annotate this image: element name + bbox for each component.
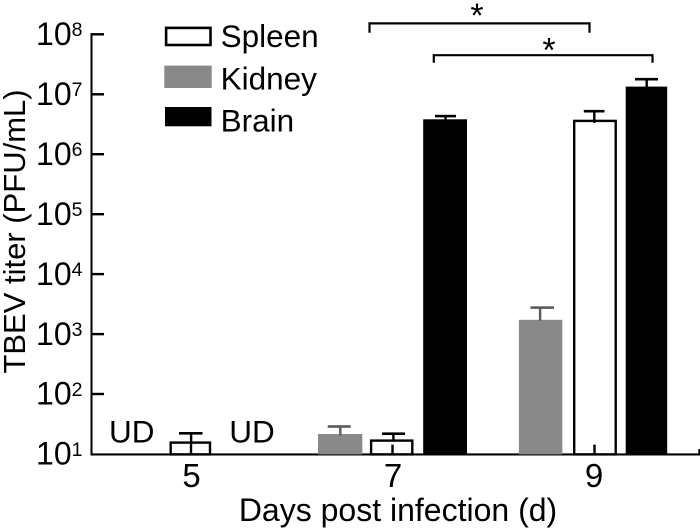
svg-text:9: 9 xyxy=(585,457,603,494)
svg-text:101: 101 xyxy=(36,436,82,472)
svg-text:UD: UD xyxy=(109,414,155,450)
svg-text:107: 107 xyxy=(36,76,82,112)
svg-text:*: * xyxy=(470,0,483,35)
svg-text:5: 5 xyxy=(182,457,200,494)
svg-text:108: 108 xyxy=(36,16,82,52)
svg-text:106: 106 xyxy=(36,136,82,172)
svg-text:Days post infection (d): Days post infection (d) xyxy=(239,492,557,528)
svg-text:104: 104 xyxy=(36,256,83,292)
svg-text:Kidney: Kidney xyxy=(221,60,318,96)
svg-text:103: 103 xyxy=(36,316,82,352)
svg-text:105: 105 xyxy=(36,196,83,232)
svg-text:TBEV titer (PFU/mL): TBEV titer (PFU/mL) xyxy=(0,89,32,373)
svg-text:UD: UD xyxy=(229,414,275,450)
svg-text:*: * xyxy=(542,31,555,69)
svg-text:Spleen: Spleen xyxy=(221,18,319,54)
svg-text:7: 7 xyxy=(384,457,402,494)
svg-text:102: 102 xyxy=(36,376,82,412)
svg-text:Brain: Brain xyxy=(221,102,295,138)
